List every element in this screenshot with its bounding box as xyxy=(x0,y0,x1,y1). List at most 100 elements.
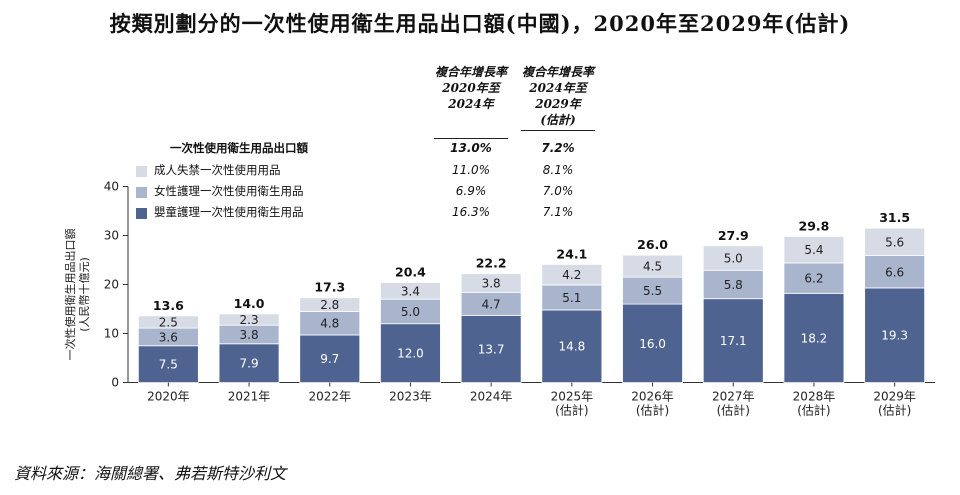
bar-total-label: 24.1 xyxy=(556,246,587,261)
bar-value-label: 19.3 xyxy=(881,329,908,343)
x-tick-label: 2022年 xyxy=(308,390,351,404)
x-tick-label: (估計) xyxy=(555,403,588,418)
bar-value-label: 12.0 xyxy=(397,347,424,361)
x-tick-label: 2021年 xyxy=(228,390,271,404)
legend-swatch-feminine xyxy=(136,187,147,198)
cagr-total-2020-2024: 13.0% xyxy=(450,141,492,155)
bar-segment xyxy=(541,264,603,286)
bar-value-label: 2.3 xyxy=(240,313,259,327)
bar-value-label: 5.5 xyxy=(643,284,662,298)
bar-segment xyxy=(218,343,280,383)
bar-value-label: 5.8 xyxy=(724,278,743,292)
cagr-adult-2020-2024: 11.0% xyxy=(451,163,491,177)
bar-segment xyxy=(783,236,845,264)
bar-value-label: 14.8 xyxy=(558,340,585,354)
x-tick-label: (估計) xyxy=(878,403,911,418)
bar-segment xyxy=(541,309,603,383)
x-tick-label: (估計) xyxy=(797,403,830,418)
legend-total-label: 一次性使用衛生用品出口額 xyxy=(170,141,308,155)
bar-segment xyxy=(218,313,280,326)
bar-segment xyxy=(137,315,199,329)
bar-value-label: 4.8 xyxy=(320,317,339,331)
bar-segment xyxy=(622,254,683,278)
cagr-adult-2024-2029: 8.1% xyxy=(542,163,574,177)
bar-segment xyxy=(460,314,522,383)
bar-total-label: 20.4 xyxy=(395,265,426,280)
cagr-header-line: 2024年至 xyxy=(529,81,587,95)
y-tick-label: 40 xyxy=(104,180,119,194)
bar-value-label: 4.5 xyxy=(643,260,662,274)
bar-value-label: 16.0 xyxy=(639,337,666,351)
bar-value-label: 5.0 xyxy=(724,252,743,266)
x-tick-label: (估計) xyxy=(636,403,669,418)
legend-label-adult: 成人失禁一次性使用用品 xyxy=(154,163,281,177)
cagr-header-2020-2024: 複合年增長率 2020年至 2024年 xyxy=(416,64,526,139)
bar-total-label: 13.6 xyxy=(153,298,184,313)
y-axis-title: (人民幣十億元) xyxy=(77,257,91,332)
x-tick-label: 2029年 xyxy=(873,390,916,404)
bar-segment xyxy=(380,282,441,300)
bar-segment xyxy=(864,227,926,256)
bar-total-label: 29.8 xyxy=(799,218,830,233)
bar-value-label: 3.6 xyxy=(159,330,178,344)
bar-total-label: 27.9 xyxy=(718,228,749,243)
cagr-baby-2020-2024: 16.3% xyxy=(451,205,491,219)
bar-total-label: 22.2 xyxy=(476,256,507,271)
chart-title: 按類別劃分的一次性使用衛生用品出口額(中國)，2020年至2029年(估計) xyxy=(109,11,851,36)
bar-total-label: 14.0 xyxy=(234,296,265,311)
y-tick-label: 30 xyxy=(104,229,119,243)
x-tick-label: 2026年 xyxy=(631,390,674,404)
x-tick-label: 2024年 xyxy=(470,390,513,404)
bar-segment xyxy=(299,297,361,312)
bar-value-label: 6.6 xyxy=(885,265,904,279)
x-tick-label: (估計) xyxy=(717,403,750,418)
bar-value-label: 3.8 xyxy=(240,328,259,342)
y-tick-label: 0 xyxy=(111,376,119,390)
x-tick-label: 2027年 xyxy=(712,390,755,404)
bar-value-label: 4.7 xyxy=(482,297,501,311)
bar-segment xyxy=(622,303,683,383)
bar-value-label: 5.1 xyxy=(562,291,581,305)
bar-segment xyxy=(783,262,845,294)
bar-value-label: 7.9 xyxy=(240,357,259,371)
x-tick-label: 2025年 xyxy=(551,390,594,404)
x-tick-label: 2023年 xyxy=(389,390,432,404)
bar-value-label: 17.1 xyxy=(720,334,747,348)
bar-total-label: 26.0 xyxy=(637,237,668,252)
bar-value-label: 5.6 xyxy=(885,235,904,249)
bar-segment xyxy=(702,269,764,300)
cagr-header-line: 複合年增長率 xyxy=(521,65,594,79)
bar-value-label: 4.2 xyxy=(562,268,581,282)
legend-label-baby: 嬰童護理一次性使用衛生用品 xyxy=(154,205,304,219)
x-tick-label: 2028年 xyxy=(793,390,836,404)
bar-segment xyxy=(622,276,683,305)
bar-value-label: 2.8 xyxy=(320,298,339,312)
bar-segment xyxy=(864,287,926,383)
x-tick-label: 2020年 xyxy=(147,390,190,404)
bar-total-label: 17.3 xyxy=(314,280,345,295)
bar-value-label: 3.8 xyxy=(482,277,501,291)
source-note: 資料來源：海關總署、弗若斯特沙利文 xyxy=(14,464,287,483)
cagr-baby-2024-2029: 7.1% xyxy=(542,205,574,219)
bar-value-label: 9.7 xyxy=(320,352,339,366)
bar-segment xyxy=(299,334,361,383)
y-axis-title: 一次性使用衛生用品出口額 xyxy=(63,229,77,361)
bar-value-label: 2.5 xyxy=(159,315,178,329)
legend-swatch-adult xyxy=(136,166,147,177)
cagr-feminine-2020-2024: 6.9% xyxy=(455,184,487,198)
cagr-header-line: 複合年增長率 xyxy=(434,65,507,79)
bar-segment xyxy=(702,245,764,271)
bar-value-label: 5.0 xyxy=(401,305,420,319)
legend-label-feminine: 女性護理一次性使用衛生用品 xyxy=(154,184,304,198)
cagr-header-line: 2020年至 xyxy=(442,81,500,95)
bar-value-label: 5.4 xyxy=(804,243,823,257)
cagr-feminine-2024-2029: 7.0% xyxy=(542,184,574,198)
cagr-header-line: 2029年 xyxy=(535,97,581,111)
y-tick-label: 10 xyxy=(104,327,119,341)
bar-value-label: 18.2 xyxy=(801,331,828,345)
legend-swatch-baby xyxy=(136,208,147,219)
bar-value-label: 7.5 xyxy=(159,358,178,372)
bar-segment xyxy=(541,284,603,311)
cagr-header-2024-2029: 複合年增長率 2024年至 2029年 (估計) xyxy=(503,64,613,131)
